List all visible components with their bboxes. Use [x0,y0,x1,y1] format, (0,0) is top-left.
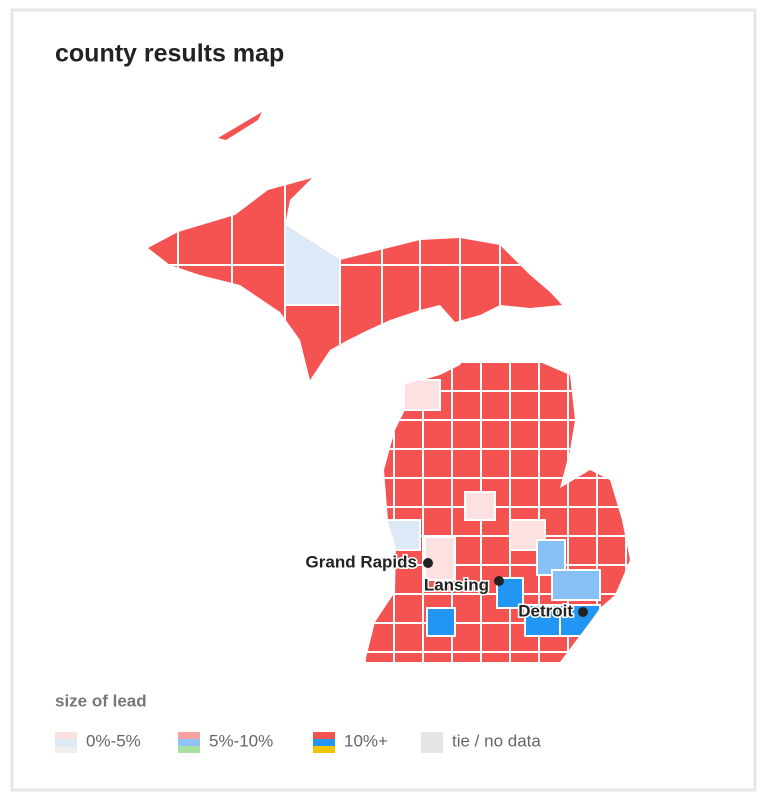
county [393,419,424,450]
legend-label: 0%-5% [86,731,141,750]
county [625,535,630,566]
city-label: Detroit [518,601,573,620]
county [509,390,540,421]
county [538,448,569,479]
county [509,361,540,392]
county [451,593,482,624]
county [509,419,540,450]
county [451,419,482,450]
county [480,622,511,653]
county [451,622,482,653]
county [480,419,511,450]
legend-title: size of lead [55,691,147,710]
legend: 0%-5% 5%-10% 10%+ tie / no data [55,731,541,753]
county [399,379,441,411]
legend-label: tie / no data [452,731,541,750]
county [393,593,424,624]
county [365,651,395,662]
legend-label: 5%-10% [209,731,273,750]
county [451,651,482,662]
isle-royale [218,112,262,140]
legend-label: 10%+ [344,731,388,750]
city-markers: Grand Rapids Lansing Detroit [304,551,588,622]
card [10,8,757,792]
county [393,651,424,662]
county [596,535,627,566]
county [567,535,598,566]
county [538,419,569,450]
county [464,491,496,521]
county [451,390,482,421]
city-dot [494,576,504,586]
county [538,651,569,662]
city-label: Grand Rapids [306,552,417,571]
county [524,604,561,637]
county [480,535,511,566]
county [480,448,511,479]
county [451,535,482,566]
county [426,607,456,637]
county [509,651,540,662]
county [480,361,511,392]
city-label: Lansing [424,575,489,594]
county [567,506,598,537]
county [509,477,540,508]
county [480,390,511,421]
county [422,448,453,479]
county [393,448,424,479]
county [451,448,482,479]
county [422,419,453,450]
city-dot [423,558,433,568]
county [509,448,540,479]
title: county results map [55,40,284,68]
county [422,477,453,508]
county [393,477,424,508]
county [538,390,569,421]
county [422,506,453,537]
county [567,477,598,508]
county [393,622,424,653]
county [551,569,601,601]
county [422,651,453,662]
county [480,651,511,662]
city-dot [578,607,588,617]
